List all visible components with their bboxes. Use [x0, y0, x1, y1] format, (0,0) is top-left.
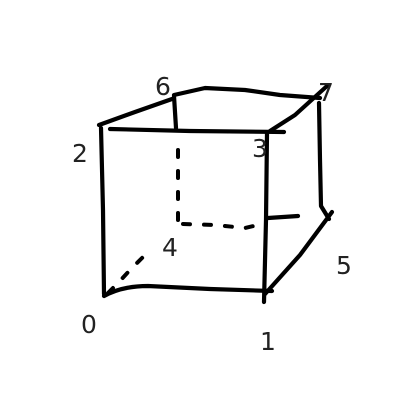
- vertex-label-6: 6: [155, 72, 171, 101]
- vertex-label-4: 4: [162, 233, 178, 262]
- vertex-label-2: 2: [72, 139, 88, 168]
- vertex-label-3: 3: [252, 134, 268, 163]
- edge-2-3: [107, 126, 287, 135]
- edge-1-3: [261, 130, 270, 305]
- vertex-label-0: 0: [81, 310, 97, 339]
- edge-6-7: [171, 85, 323, 101]
- edge-3-7: [267, 83, 330, 134]
- edge-2-6: [96, 96, 175, 128]
- edge-1-5: [262, 209, 335, 297]
- edge-4-5-tail: [265, 213, 301, 221]
- edge-0-2: [98, 125, 107, 297]
- edge-0-1: [101, 283, 275, 299]
- vertex-label-1: 1: [260, 327, 276, 356]
- edge-6-vertical: [171, 93, 179, 131]
- vertex-label-7: 7: [318, 78, 334, 107]
- edge-4-5: [181, 222, 260, 231]
- edge-7-5: [316, 100, 332, 222]
- vertex-label-5: 5: [336, 251, 352, 280]
- edge-0-4: [106, 248, 152, 295]
